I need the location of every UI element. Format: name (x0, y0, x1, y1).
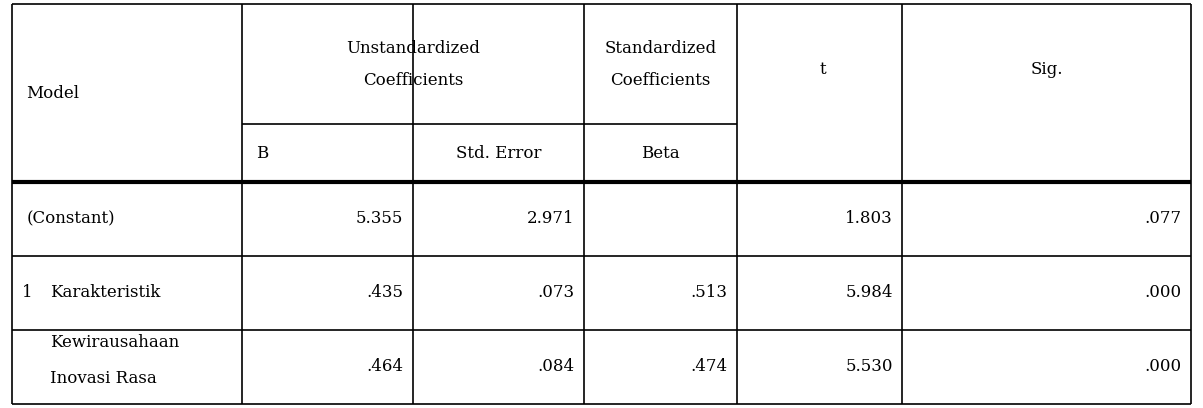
Text: Model: Model (26, 84, 79, 102)
Text: .084: .084 (538, 359, 574, 375)
Text: 5.984: 5.984 (846, 284, 893, 302)
Text: .000: .000 (1144, 284, 1181, 302)
Text: .435: .435 (367, 284, 403, 302)
Text: 5.355: 5.355 (356, 211, 403, 228)
Text: Coefficients: Coefficients (362, 71, 463, 89)
Text: Standardized: Standardized (604, 40, 717, 57)
Text: .464: .464 (367, 359, 403, 375)
Text: Beta: Beta (641, 144, 680, 162)
Text: .474: .474 (691, 359, 728, 375)
Text: (Constant): (Constant) (26, 211, 114, 228)
Text: Sig.: Sig. (1030, 60, 1062, 78)
Text: 2.971: 2.971 (527, 211, 574, 228)
Text: .000: .000 (1144, 359, 1181, 375)
Text: .513: .513 (691, 284, 728, 302)
Text: Std. Error: Std. Error (456, 144, 541, 162)
Text: Inovasi Rasa: Inovasi Rasa (49, 370, 156, 388)
Text: .077: .077 (1144, 211, 1181, 228)
Text: t: t (819, 60, 826, 78)
Text: Coefficients: Coefficients (610, 71, 711, 89)
Text: 1.803: 1.803 (845, 211, 893, 228)
Text: 5.530: 5.530 (846, 359, 893, 375)
Text: Kewirausahaan: Kewirausahaan (49, 335, 179, 351)
Text: 1: 1 (22, 284, 32, 302)
Text: Karakteristik: Karakteristik (49, 284, 160, 302)
Text: Unstandardized: Unstandardized (346, 40, 480, 57)
Text: .073: .073 (538, 284, 574, 302)
Text: B: B (256, 144, 268, 162)
